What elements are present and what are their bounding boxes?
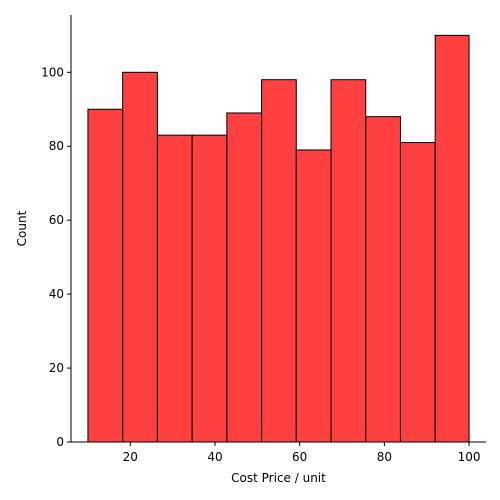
x-tick-label: 60 xyxy=(292,450,307,464)
x-tick-label: 100 xyxy=(458,450,481,464)
y-axis-label: Count xyxy=(15,210,29,246)
histogram-bar xyxy=(295,149,332,443)
bars-group xyxy=(87,34,470,443)
x-tick-label: 20 xyxy=(123,450,138,464)
y-tick-label: 100 xyxy=(41,65,64,79)
y-tick-label: 40 xyxy=(49,287,64,301)
histogram-bar xyxy=(434,34,470,443)
y-tick-label: 0 xyxy=(56,435,64,449)
y-tick-label: 80 xyxy=(49,139,64,153)
histogram-bar xyxy=(399,142,436,443)
histogram-bar xyxy=(122,71,158,443)
x-ticks-group: 20 40 60 80 100 xyxy=(123,442,481,464)
histogram-bar xyxy=(365,116,401,443)
y-tick-label: 20 xyxy=(49,361,64,375)
histogram-bar xyxy=(87,108,124,443)
x-tick-label: 40 xyxy=(207,450,222,464)
histogram-bar xyxy=(261,79,297,443)
y-tick-label: 60 xyxy=(49,213,64,227)
histogram-bar xyxy=(330,79,367,443)
x-tick-label: 80 xyxy=(377,450,392,464)
histogram-bar xyxy=(191,134,228,443)
x-axis-label: Cost Price / unit xyxy=(231,471,326,485)
histogram-bar xyxy=(226,112,263,443)
axes-group xyxy=(70,15,486,443)
histogram-bar xyxy=(156,134,193,443)
y-ticks-group: 0 20 40 60 80 100 xyxy=(41,65,71,449)
